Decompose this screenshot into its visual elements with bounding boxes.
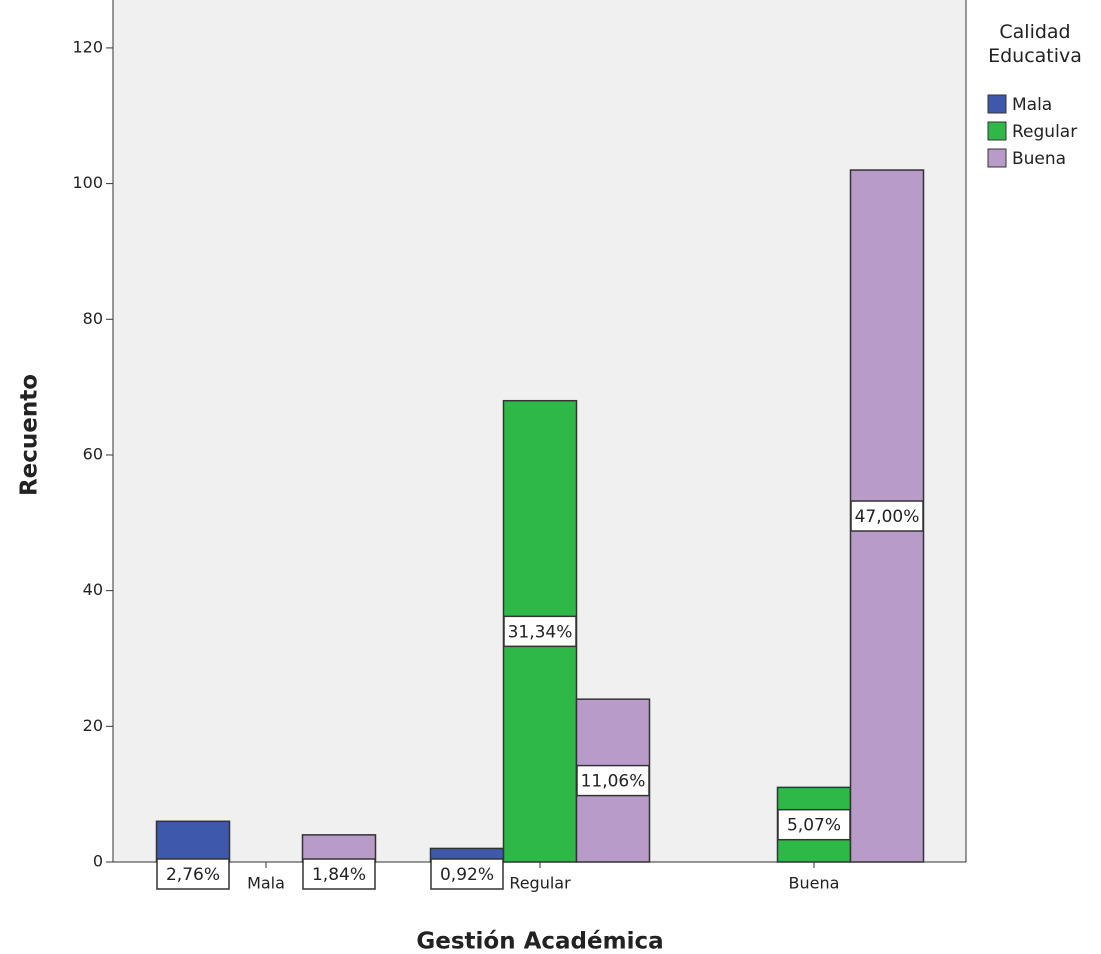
legend-label: Regular — [1012, 122, 1077, 142]
legend-swatch — [987, 94, 1007, 114]
y-axis-title: Recuento — [17, 374, 43, 496]
legend-swatch — [987, 121, 1007, 141]
legend-label: Buena — [1012, 149, 1066, 169]
data-label: 5,07% — [787, 816, 841, 836]
data-label: 1,84% — [312, 865, 366, 885]
data-label: 11,06% — [581, 772, 646, 792]
y-tick-label: 60 — [83, 444, 103, 463]
y-tick-label: 20 — [83, 716, 103, 735]
data-label: 31,34% — [508, 622, 573, 642]
data-label-box — [576, 764, 650, 797]
data-label-box — [430, 858, 504, 890]
x-tick-label: Buena — [789, 874, 840, 893]
y-tick-label: 40 — [83, 580, 103, 599]
data-label: 47,00% — [855, 507, 920, 527]
x-tick-label: Mala — [247, 874, 285, 893]
legend-swatch — [987, 148, 1007, 168]
legend-label: Mala — [1012, 95, 1052, 115]
x-axis-title: Gestión Académica — [416, 929, 663, 954]
data-label: 2,76% — [166, 865, 220, 885]
data-label: 0,92% — [440, 865, 494, 885]
x-tick-label: Regular — [509, 874, 571, 893]
bar — [301, 834, 377, 863]
data-label-box — [503, 615, 577, 648]
data-label-box — [302, 858, 376, 890]
data-label-box — [777, 808, 851, 841]
y-tick-label: 100 — [72, 173, 103, 192]
bar — [155, 820, 231, 863]
data-label-box — [156, 858, 230, 890]
legend-title: Calidad Educativa — [988, 21, 1082, 67]
y-tick-label: 0 — [93, 852, 103, 871]
data-label-box — [850, 500, 924, 532]
y-tick-label: 80 — [83, 309, 103, 328]
y-tick-label: 120 — [72, 37, 103, 56]
